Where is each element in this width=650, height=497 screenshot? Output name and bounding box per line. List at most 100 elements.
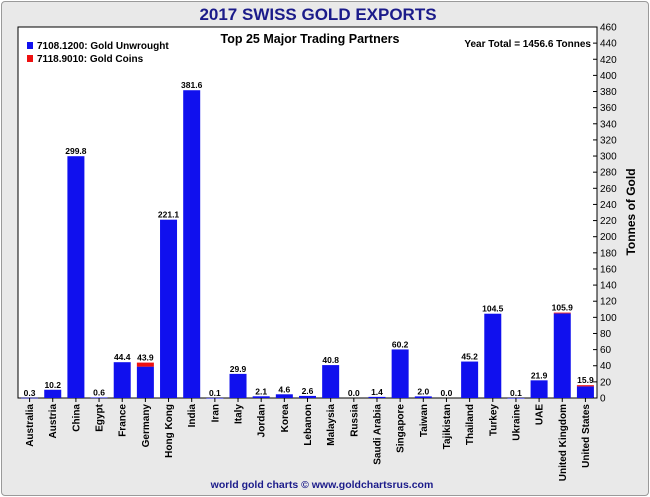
bar-gold-unwrought	[160, 219, 178, 398]
legend-label-coins: 7118.9010: Gold Coins	[37, 54, 144, 65]
bar-value-label: 21.9	[531, 370, 548, 380]
bar-gold-unwrought	[553, 313, 571, 398]
y-tick-label: 260	[600, 184, 617, 195]
y-tick-label: 340	[600, 119, 617, 130]
y-axis-label: Tonnes of Gold	[624, 168, 638, 255]
category-label: Singapore	[396, 404, 407, 453]
bar-gold-unwrought	[136, 366, 154, 398]
bar-value-label: 4.6	[278, 384, 290, 394]
category-label: UAE	[535, 404, 546, 425]
y-tick-label: 240	[600, 200, 617, 211]
y-tick-label: 180	[600, 248, 617, 259]
category-label: Australia	[25, 404, 36, 447]
bar-value-label: 0.6	[93, 388, 105, 398]
bar-gold-unwrought	[299, 395, 316, 398]
category-label: Russia	[349, 404, 360, 437]
bar-gold-unwrought	[414, 396, 432, 398]
y-tick-label: 80	[600, 329, 612, 340]
y-tick-label: 160	[600, 264, 617, 275]
y-tick-label: 140	[600, 281, 617, 292]
category-label: Lebanon	[303, 404, 314, 446]
bar-gold-coins	[576, 385, 594, 387]
x-axis: Australia Austria China Egypt France Germany H…	[25, 398, 592, 481]
category-label: Germany	[141, 404, 152, 448]
bar-gold-unwrought	[576, 386, 594, 398]
category-label: Italy	[234, 404, 245, 424]
category-label: Turkey	[488, 404, 499, 436]
y-tick-label: 0	[600, 394, 606, 405]
y-tick-label: 100	[600, 313, 617, 324]
category-label: Saudi Arabia	[372, 404, 383, 465]
category-label: Taiwan	[419, 404, 430, 437]
y-tick-label: 360	[600, 103, 617, 114]
legend-label-unwrought: 7108.1200: Gold Unwrought	[37, 41, 169, 52]
category-label: Ukraine	[511, 404, 522, 441]
category-label: United Kingdom	[558, 404, 569, 481]
category-label: Thailand	[465, 404, 476, 445]
bar-gold-coins	[553, 312, 571, 314]
bar-value-label: 105.9	[552, 303, 574, 313]
bar-value-label: 0.1	[510, 388, 522, 398]
chart-subtitle: Top 25 Major Trading Partners	[221, 32, 400, 46]
bar-value-label: 299.8	[65, 146, 87, 156]
bar-value-label: 381.6	[181, 80, 203, 90]
y-tick-label: 380	[600, 87, 617, 98]
category-label: Hong Kong	[164, 404, 175, 458]
bar-value-label: 2.6	[302, 386, 314, 396]
bar-gold-coins	[136, 362, 154, 367]
category-label: Korea	[280, 404, 291, 433]
category-label: Austria	[48, 404, 59, 439]
bar-gold-unwrought	[183, 90, 201, 398]
bar-value-label: 40.8	[322, 355, 339, 365]
bar-value-label: 2.1	[255, 386, 267, 396]
y-tick-label: 320	[600, 135, 617, 146]
bar-value-label: 221.1	[158, 210, 180, 220]
bar-gold-unwrought	[391, 349, 409, 398]
bar-gold-unwrought	[90, 397, 108, 399]
y-tick-label: 40	[600, 361, 612, 372]
legend: 7108.1200: Gold Unwrought 7118.9010: Gol…	[27, 41, 169, 65]
bar-value-label: 0.0	[441, 388, 453, 398]
y-tick-label: 460	[600, 23, 617, 34]
bar-value-label: 60.2	[392, 339, 409, 349]
chart-footer: world gold charts © www.goldchartsrus.co…	[210, 479, 434, 491]
bars-layer	[21, 90, 594, 399]
y-tick-label: 220	[600, 216, 617, 227]
bar-gold-unwrought	[484, 313, 502, 398]
value-labels-layer: 0.3 10.2 299.8 0.6 44.4 43.9 221.1 381.6 0.1 29.9…	[24, 80, 594, 398]
bar-gold-unwrought	[368, 396, 386, 398]
y-tick-label: 300	[600, 152, 617, 163]
category-label: Malaysia	[326, 404, 337, 446]
bar-value-label: 29.9	[230, 364, 247, 374]
category-label: Egypt	[95, 403, 106, 431]
y-tick-label: 440	[600, 39, 617, 50]
legend-swatch-coins	[27, 55, 33, 62]
bar-gold-unwrought	[67, 156, 85, 398]
y-tick-label: 200	[600, 232, 617, 243]
bar-gold-unwrought	[229, 373, 247, 398]
bar-value-label: 43.9	[137, 353, 154, 363]
bar-value-label: 0.0	[348, 388, 360, 398]
bar-gold-unwrought	[322, 365, 340, 398]
y-tick-label: 420	[600, 55, 617, 66]
bar-value-label: 104.5	[482, 304, 504, 314]
category-label: France	[118, 404, 129, 437]
bar-value-label: 10.2	[44, 380, 61, 390]
bar-value-label: 1.4	[371, 387, 383, 397]
bar-gold-unwrought	[461, 361, 479, 398]
y-tick-label: 20	[600, 377, 612, 388]
bar-value-label: 0.1	[209, 388, 221, 398]
y-tick-label: 280	[600, 168, 617, 179]
bar-value-label: 45.2	[461, 352, 478, 362]
y-axis: 0 20 40 60 80 100 120 140 160 180 200 220 240 260 280 3…	[593, 23, 617, 405]
legend-swatch-unwrought	[27, 42, 33, 49]
bar-gold-unwrought	[275, 394, 293, 398]
bar-value-label: 2.0	[417, 386, 429, 396]
year-total-annotation: Year Total = 1456.6 Tonnes	[464, 39, 591, 50]
category-label: Tajikistan	[442, 404, 453, 449]
category-label: Jordan	[257, 404, 268, 437]
bar-gold-unwrought	[530, 380, 548, 398]
bar-gold-unwrought	[44, 389, 62, 398]
chart-title: 2017 SWISS GOLD EXPORTS	[199, 5, 436, 24]
